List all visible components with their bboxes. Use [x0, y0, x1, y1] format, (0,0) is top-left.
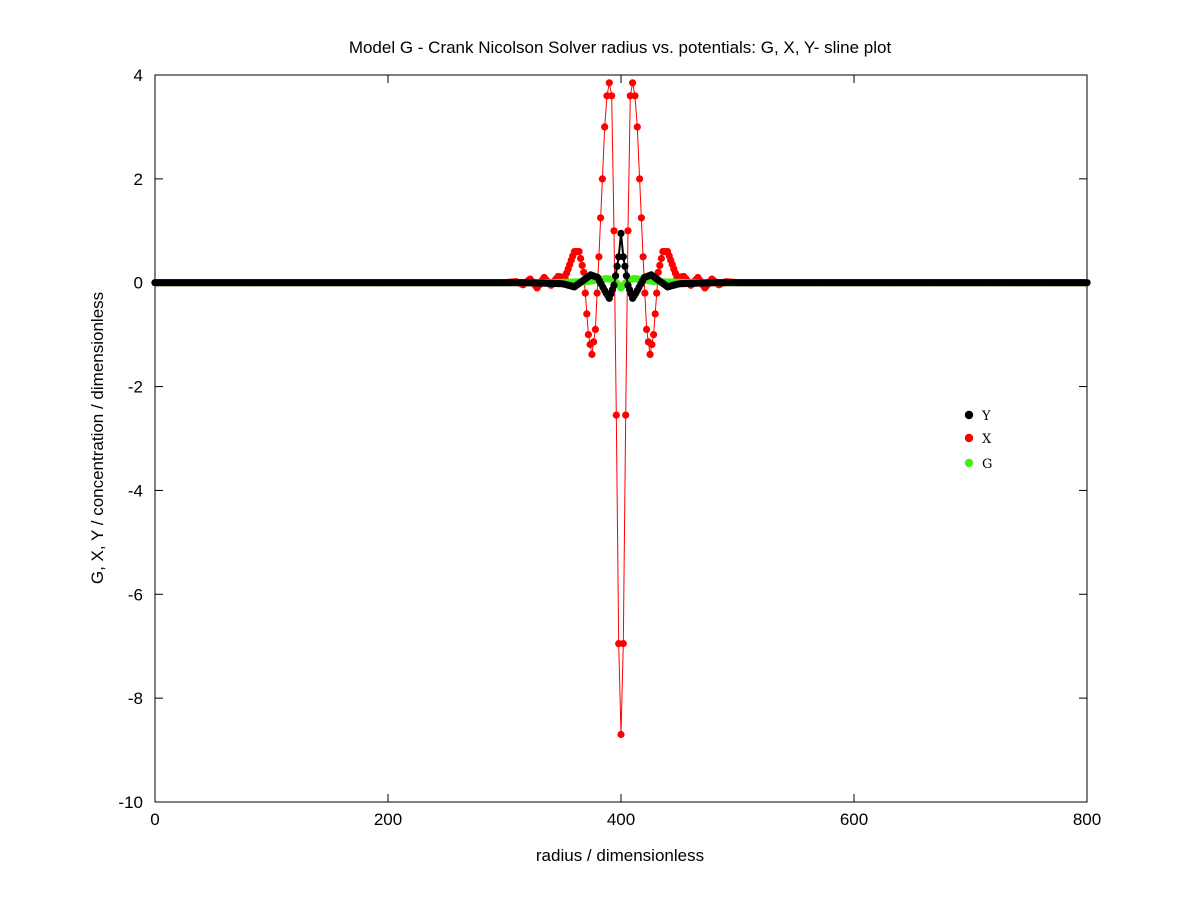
- data-point-x: [578, 261, 586, 269]
- data-point-x: [583, 310, 591, 318]
- legend: YXG: [964, 409, 992, 472]
- data-point-y: [622, 272, 631, 280]
- y-tick-label: -2: [128, 378, 143, 397]
- y-tick-label: 2: [134, 170, 143, 189]
- plot-area: [151, 79, 1091, 739]
- data-point-x: [646, 350, 654, 358]
- y-tick-label: 0: [134, 274, 143, 293]
- y-tick-label: -10: [118, 793, 143, 812]
- data-point-x: [639, 253, 647, 261]
- data-point-x: [610, 227, 618, 235]
- data-point-x: [598, 175, 607, 183]
- data-point-x: [636, 175, 644, 183]
- data-point-x: [641, 289, 649, 297]
- data-point-x: [601, 123, 609, 131]
- series-line-x: [155, 82, 1087, 735]
- data-point-x: [656, 261, 664, 269]
- data-point-x: [605, 79, 613, 87]
- data-point-x: [624, 227, 632, 235]
- legend-marker-y: [964, 410, 974, 420]
- data-point-x: [593, 289, 601, 297]
- data-point-x: [577, 254, 585, 263]
- data-point-x: [643, 325, 651, 333]
- data-point-x: [590, 338, 598, 346]
- data-point-y: [613, 262, 621, 270]
- data-point-x: [648, 340, 656, 349]
- data-point-x: [575, 248, 583, 256]
- data-point-x: [580, 268, 588, 276]
- x-tick-label: 600: [840, 810, 868, 829]
- data-point-x: [657, 254, 666, 263]
- data-point-y: [612, 272, 620, 280]
- data-point-y: [617, 229, 625, 237]
- legend-label-g: G: [982, 457, 992, 472]
- legend-marker-g: [964, 458, 974, 468]
- data-point-x: [595, 253, 603, 261]
- data-point-y: [621, 262, 629, 270]
- data-point-y: [610, 281, 618, 289]
- data-point-y: [619, 253, 627, 261]
- data-point-y: [1083, 279, 1091, 287]
- data-point-x: [588, 350, 596, 358]
- series-x: [151, 79, 1091, 739]
- x-axis-title: radius / dimensionless: [536, 846, 704, 865]
- x-tick-label: 800: [1073, 810, 1101, 829]
- data-point-x: [629, 79, 637, 87]
- series-y: [151, 229, 1091, 302]
- data-point-x: [619, 640, 627, 648]
- chart-title: Model G - Crank Nicolson Solver radius v…: [349, 38, 892, 57]
- data-point-x: [633, 123, 641, 131]
- data-point-x: [581, 289, 589, 297]
- data-point-x: [612, 411, 620, 419]
- x-tick-label: 400: [607, 810, 635, 829]
- y-tick-label: -6: [128, 585, 143, 604]
- plot-frame: [154, 74, 1088, 803]
- data-point-x: [650, 331, 658, 339]
- y-axis-title: G, X, Y / concentration / dimensionless: [88, 292, 107, 584]
- y-tick-label: -8: [128, 689, 143, 708]
- x-axis: 0 200 400 600 800: [150, 75, 1101, 829]
- y-tick-label: -4: [128, 481, 143, 500]
- x-tick-label: 0: [150, 810, 159, 829]
- x-tick-label: 200: [374, 810, 402, 829]
- legend-label-y: Y: [981, 409, 991, 424]
- legend-marker-x: [964, 433, 974, 443]
- data-point-x: [608, 92, 616, 100]
- data-point-x: [597, 214, 605, 222]
- data-point-x: [591, 325, 600, 333]
- data-point-x: [631, 92, 639, 100]
- data-point-x: [584, 331, 593, 339]
- data-point-x: [651, 310, 659, 318]
- data-point-x: [617, 730, 625, 739]
- data-point-x: [654, 268, 662, 276]
- legend-label-x: X: [982, 432, 992, 447]
- y-tick-label: 4: [134, 66, 143, 85]
- data-point-x: [653, 289, 661, 297]
- data-point-x: [622, 411, 630, 419]
- data-point-x: [637, 214, 646, 222]
